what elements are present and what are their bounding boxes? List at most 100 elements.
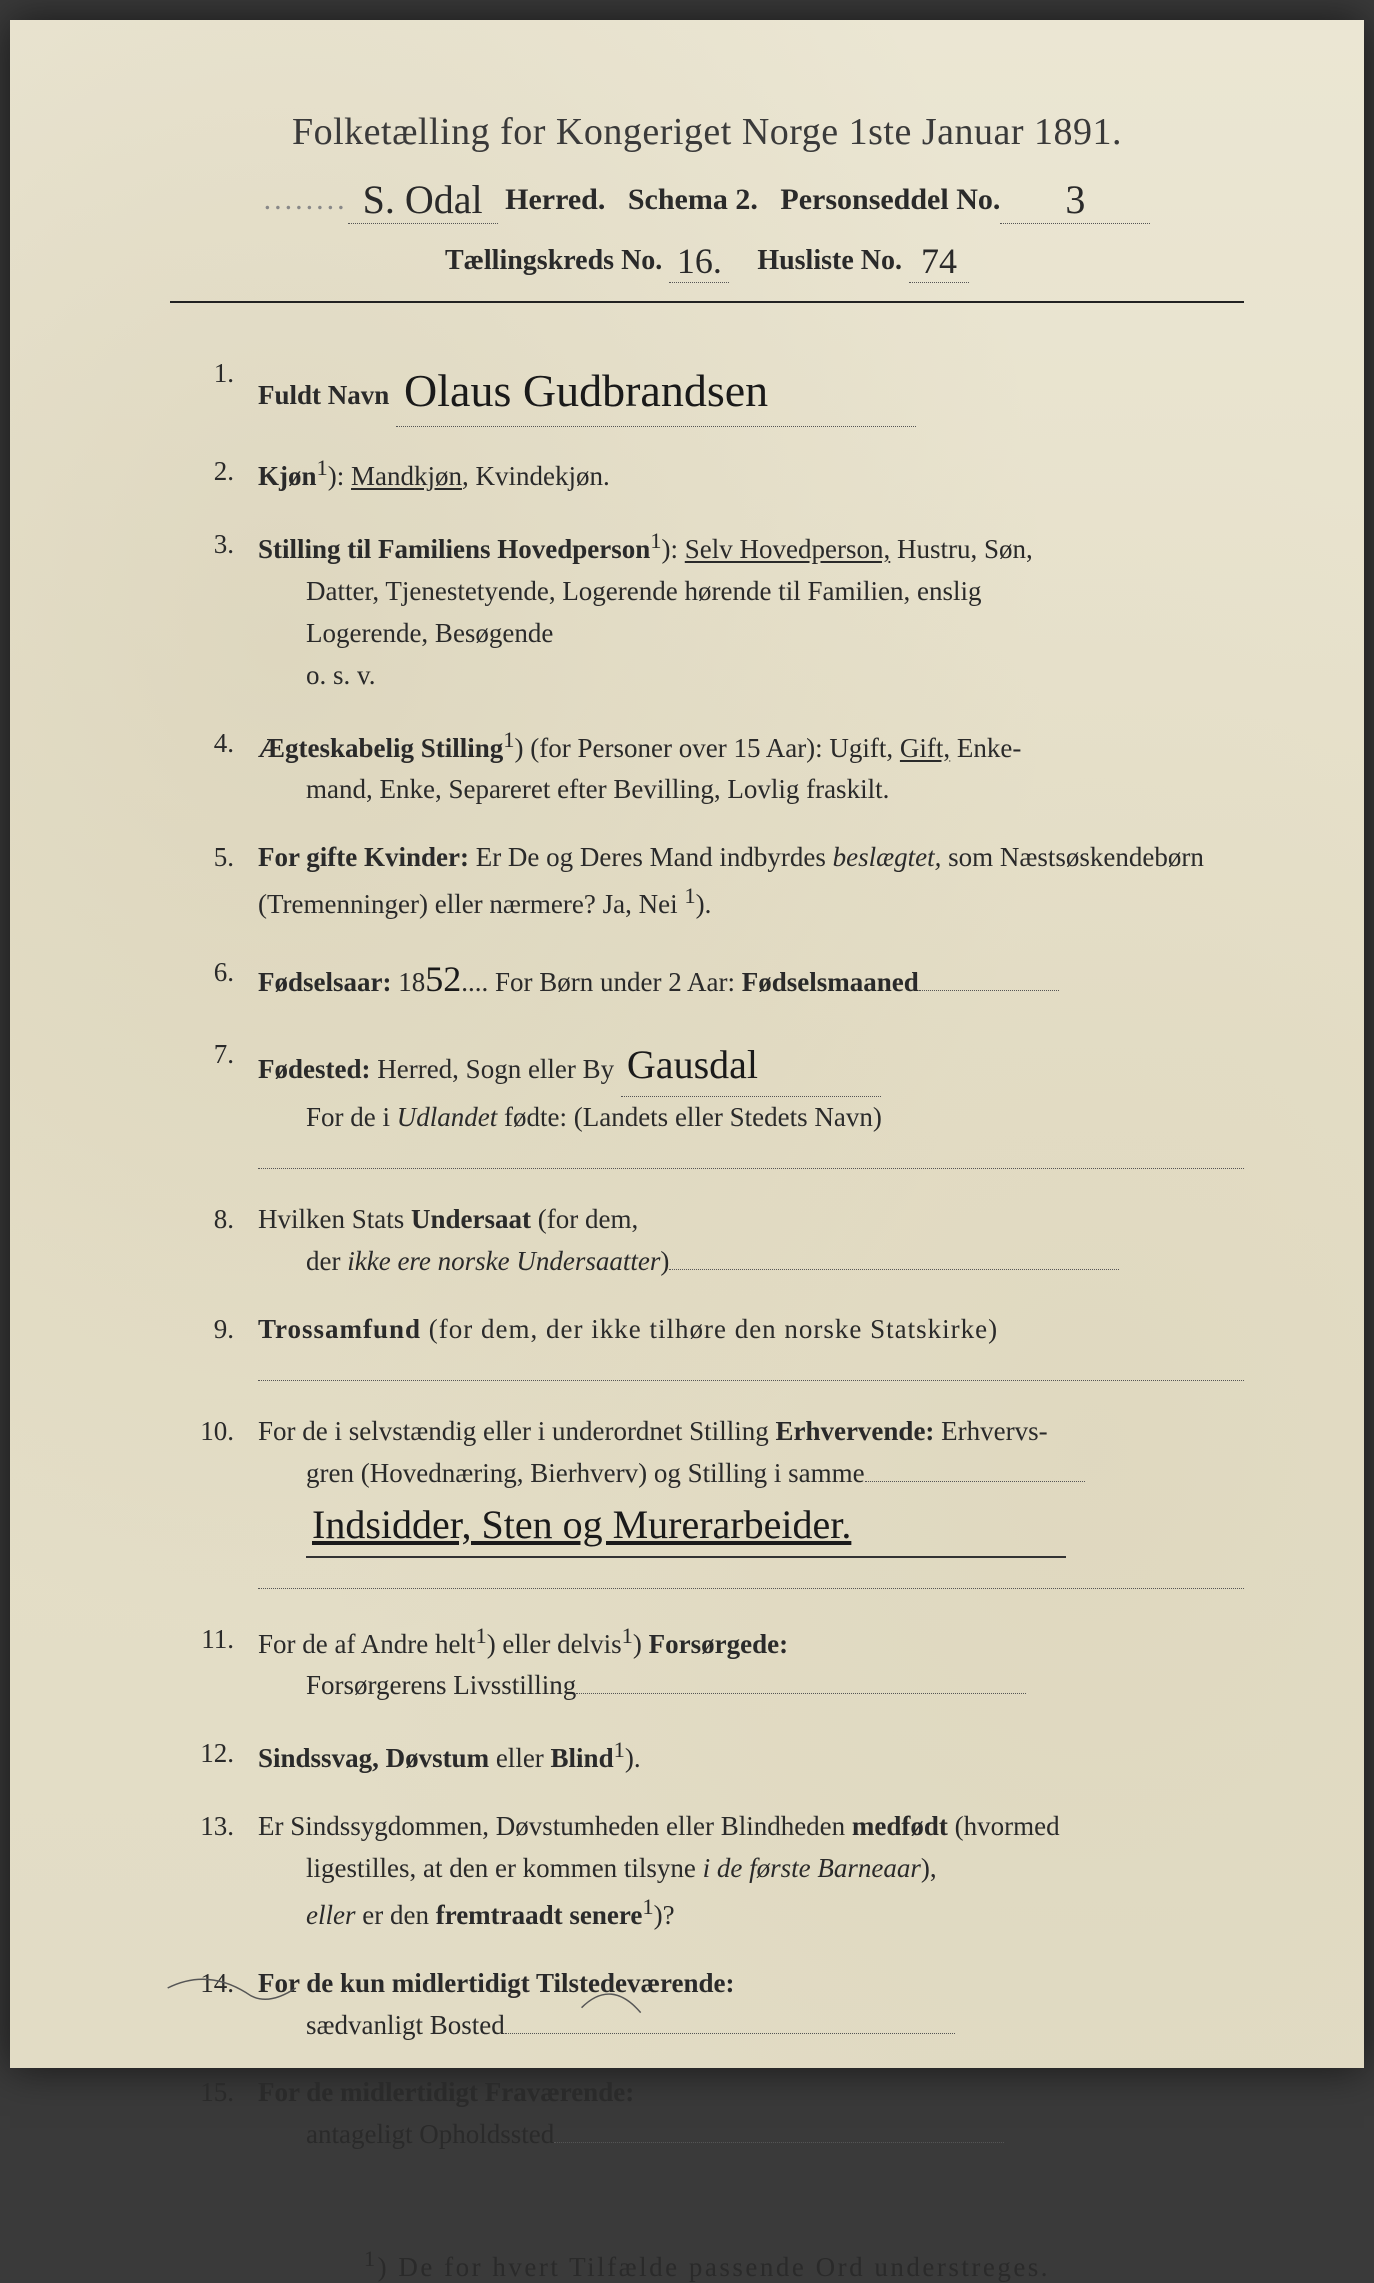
- line2: gren (Hovednæring, Bierhverv) og Stillin…: [306, 1453, 1244, 1495]
- options-line2: mand, Enke, Separeret efter Bevilling, L…: [306, 769, 1244, 811]
- body-post: Erhvervs-: [934, 1416, 1047, 1446]
- year-prefix: 18: [398, 967, 425, 997]
- form-header: Folketælling for Kongeriget Norge 1ste J…: [170, 110, 1244, 279]
- item-5: 5. For gifte Kvinder: Er De og Deres Man…: [180, 837, 1244, 926]
- dotted-blank: [669, 1245, 1119, 1269]
- footnote-ref: 1: [503, 727, 514, 752]
- field-label: For de midlertidigt Fraværende:: [258, 2077, 634, 2107]
- post: ): [633, 1629, 649, 1659]
- field-label: Fødested:: [258, 1054, 370, 1084]
- item-number: 11.: [180, 1619, 258, 1708]
- footnote-ref: 1: [650, 528, 661, 553]
- footnote-ref: 1: [475, 1623, 486, 1648]
- italic-text: i de første Barneaar: [703, 1853, 921, 1883]
- item-number: 14.: [180, 1963, 258, 2047]
- footnote-marker: 1: [364, 2246, 378, 2271]
- item-14: 14. For de kun midlertidigt Tilstedevære…: [180, 1963, 1244, 2047]
- field-label-2: Fødselsmaaned: [742, 967, 919, 997]
- option-selected: Selv Hovedperson,: [685, 534, 890, 564]
- item-content: Ægteskabelig Stilling1) (for Personer ov…: [258, 723, 1244, 812]
- field-label: Undersaat: [411, 1204, 531, 1234]
- item-content: Trossamfund (for dem, der ikke tilhøre d…: [258, 1309, 1244, 1381]
- kreds-line: Tællingskreds No. 16. Husliste No. 74: [170, 236, 1244, 279]
- dotted-blank: [258, 1145, 1244, 1169]
- item-content: For de midlertidigt Fraværende: antageli…: [258, 2072, 1244, 2156]
- options-line3: Logerende, Besøgende: [306, 613, 1244, 655]
- line2-text: Forsørgerens Livsstilling: [306, 1670, 576, 1700]
- suffix: ).: [696, 889, 712, 919]
- option-selected: Mandkjøn: [351, 461, 462, 491]
- line2-text: antageligt Opholdssted: [306, 2119, 554, 2149]
- suffix: )?: [654, 1900, 675, 1930]
- dotted-blank: [576, 1670, 1026, 1694]
- item-9: 9. Trossamfund (for dem, der ikke tilhør…: [180, 1309, 1244, 1381]
- line2-pre: der: [306, 1246, 347, 1276]
- field-label: Forsørgede:: [649, 1629, 788, 1659]
- dotted-blank: [258, 1564, 1244, 1588]
- item-3: 3. Stilling til Familiens Hovedperson1):…: [180, 524, 1244, 696]
- line2-italic: Udlandet: [397, 1102, 498, 1132]
- footnote-ref: 1: [317, 455, 328, 480]
- item-2: 2. Kjøn1): Mandkjøn, Kvindekjøn.: [180, 451, 1244, 498]
- footnote-ref: 1: [622, 1623, 633, 1648]
- line2: ligestilles, at den er kommen tilsyne i …: [306, 1848, 1244, 1890]
- item-number: 13.: [180, 1806, 258, 1937]
- body-pre: For de i selvstændig eller i underordnet…: [258, 1416, 775, 1446]
- item-6: 6. Fødselsaar: 1852.... For Børn under 2…: [180, 952, 1244, 1008]
- label-suffix: ):: [328, 461, 351, 491]
- herred-label: Herred.: [505, 183, 605, 216]
- label-suffix: ):: [662, 534, 685, 564]
- item-13: 13. Er Sindssygdommen, Døvstumheden elle…: [180, 1806, 1244, 1937]
- field-label: Erhvervende:: [775, 1416, 934, 1446]
- line2: For de i Udlandet fødte: (Landets eller …: [306, 1097, 1244, 1139]
- field-label-2: Blind: [551, 1743, 614, 1773]
- field-label: For gifte Kvinder:: [258, 842, 469, 872]
- field-label: Stilling til Familiens Hovedperson: [258, 534, 650, 564]
- footnote-ref: 1: [614, 1737, 625, 1762]
- footnote: 1) De for hvert Tilfælde passende Ord un…: [170, 2246, 1244, 2283]
- item-8: 8. Hvilken Stats Undersaat (for dem, der…: [180, 1199, 1244, 1283]
- item-content: For de i selvstændig eller i underordnet…: [258, 1411, 1244, 1589]
- item-content: For gifte Kvinder: Er De og Deres Mand i…: [258, 837, 1244, 926]
- name-value: Olaus Gudbrandsen: [396, 355, 916, 427]
- taellingskreds-label: Tællingskreds No.: [445, 245, 662, 276]
- dotted-blank: [554, 2119, 1004, 2143]
- option: Kvindekjøn.: [476, 461, 610, 491]
- item-number: 9.: [180, 1309, 258, 1381]
- personseddel-label: Personseddel No.: [780, 183, 1000, 216]
- options-line2: Datter, Tjenestetyende, Logerende hørend…: [306, 571, 1244, 613]
- item-number: 7.: [180, 1034, 258, 1169]
- item-12: 12. Sindssvag, Døvstum eller Blind1).: [180, 1733, 1244, 1780]
- field-label: Trossamfund: [258, 1314, 421, 1344]
- husliste-label: Husliste No.: [757, 245, 902, 276]
- occupation-value: Indsidder, Sten og Murerarbeider.: [306, 1494, 1066, 1558]
- dotted-blank: [258, 1356, 1244, 1380]
- item-content: Er Sindssygdommen, Døvstumheden eller Bl…: [258, 1806, 1244, 1937]
- body-pre: Hvilken Stats: [258, 1204, 411, 1234]
- line2-text: sædvanligt Bosted: [306, 2010, 505, 2040]
- body3: er den: [355, 1900, 435, 1930]
- footnote-ref: 1: [684, 883, 695, 908]
- birthplace-value: Gausdal: [621, 1034, 881, 1097]
- field-label-2: fremtraadt senere: [436, 1900, 643, 1930]
- footnote-ref: 1: [642, 1894, 653, 1919]
- header-rule: [170, 301, 1244, 303]
- italic-text: beslægtet,: [833, 842, 942, 872]
- footnote-text: ) De for hvert Tilfælde passende Ord und…: [378, 2252, 1050, 2282]
- body-text: (for dem, der ikke tilhøre den norske St…: [429, 1314, 998, 1344]
- item-content: Sindssvag, Døvstum eller Blind1).: [258, 1733, 1244, 1780]
- mid: ) eller delvis: [487, 1629, 622, 1659]
- item-number: 8.: [180, 1199, 258, 1283]
- dotted-prefix: ........: [264, 183, 348, 216]
- item-number: 12.: [180, 1733, 258, 1780]
- item-4: 4. Ægteskabelig Stilling1) (for Personer…: [180, 723, 1244, 812]
- item-10: 10. For de i selvstændig eller i underor…: [180, 1411, 1244, 1589]
- item-content: Fødested: Herred, Sogn eller By Gausdal …: [258, 1034, 1244, 1169]
- item-content: Hvilken Stats Undersaat (for dem, der ik…: [258, 1199, 1244, 1283]
- line2: Forsørgerens Livsstilling: [306, 1665, 1244, 1707]
- line3: eller er den fremtraadt senere1)?: [306, 1890, 1244, 1937]
- form-items: 1. Fuldt Navn Olaus Gudbrandsen 2. Kjøn1…: [170, 353, 1244, 2156]
- item-content: For de af Andre helt1) eller delvis1) Fo…: [258, 1619, 1244, 1708]
- form-title: Folketælling for Kongeriget Norge 1ste J…: [170, 110, 1244, 154]
- label-suffix: ) (for Personer over 15 Aar):: [515, 733, 830, 763]
